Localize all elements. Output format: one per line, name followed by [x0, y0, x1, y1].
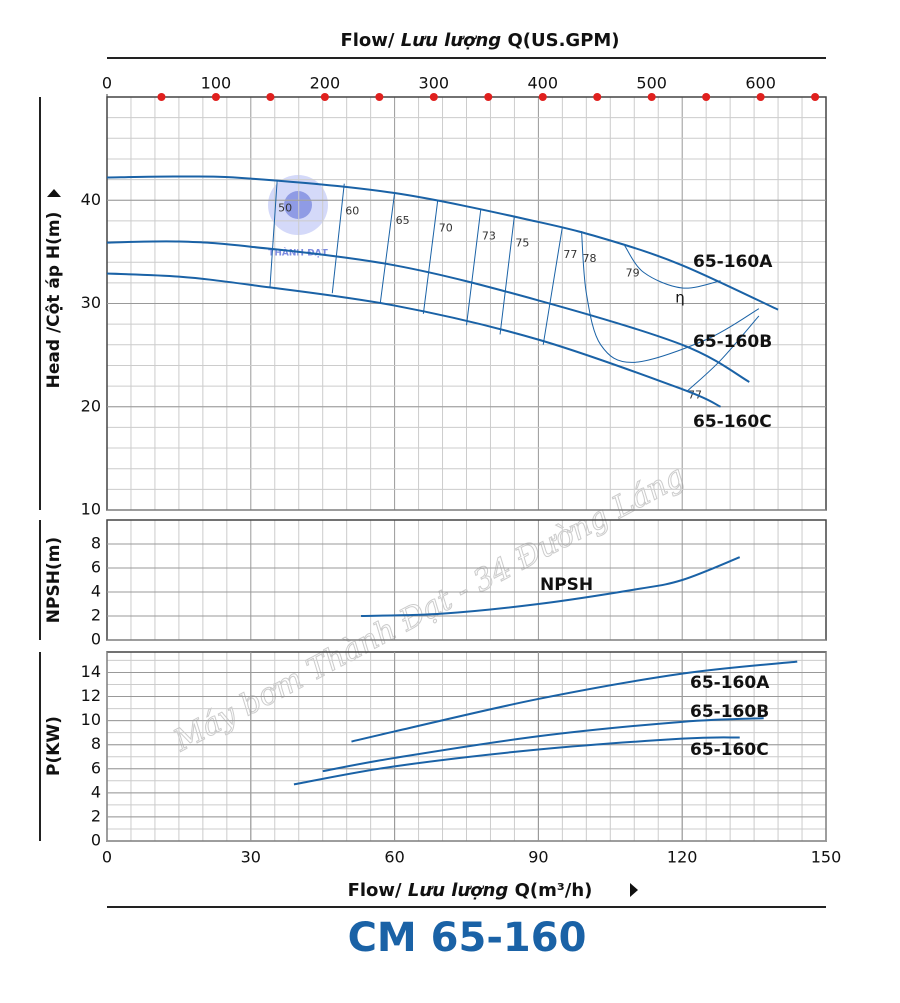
x2-minor-tick: [702, 93, 711, 101]
x2-tick-label: 600: [745, 74, 776, 93]
y-axis-label: P(KW): [44, 716, 64, 776]
x2-tick-label: 300: [419, 74, 450, 93]
y-tick-label: 2: [91, 806, 101, 825]
x2-minor-tick: [538, 93, 547, 101]
axis-label: Flow/ Lưu lượng Q(m³/h): [348, 880, 593, 901]
efficiency-label: 65: [396, 214, 410, 227]
x2-minor-tick: [647, 93, 656, 101]
annotation: η: [675, 289, 685, 307]
efficiency-label: 73: [482, 230, 496, 243]
x2-tick-label: 200: [310, 74, 341, 93]
curve: [106, 175, 779, 311]
curve: [322, 717, 764, 773]
series-label: 65-160B: [693, 332, 772, 352]
arrow: [630, 883, 638, 897]
x-tick-label: 90: [528, 848, 548, 867]
arrow: [47, 189, 61, 197]
y-axis-label: Head /Cột áp H(m): [44, 212, 64, 389]
y-axis-label: NPSH(m): [44, 537, 64, 623]
y-tick-label: 20: [81, 396, 101, 415]
y-tick-label: 12: [81, 686, 101, 705]
axis-label-part: Lưu lượng: [408, 880, 515, 901]
y-tick-label: 4: [91, 782, 101, 801]
efficiency-line: [542, 227, 563, 345]
x2-tick-label: 400: [527, 74, 558, 93]
page-title: CM 65-160: [348, 915, 587, 961]
y-tick-label: 10: [81, 500, 101, 519]
series-label: 65-160C: [690, 740, 769, 760]
x2-minor-tick: [429, 93, 438, 101]
axis-label: Flow/ Lưu lượng Q(US.GPM): [340, 30, 619, 51]
y-tick-label: 40: [81, 190, 101, 209]
efficiency-line: [422, 200, 439, 314]
watermark: Máy bơm Thành Đạt - 34 Đường Láng: [167, 459, 690, 759]
efficiency-label: 60: [345, 205, 359, 218]
efficiency-label: 78: [583, 252, 597, 265]
y-tick-label: 4: [91, 582, 101, 601]
efficiency-label: 75: [515, 237, 529, 250]
y-tick-label: 10: [81, 710, 101, 729]
curve: [106, 240, 750, 383]
efficiency-label: 79: [626, 267, 640, 280]
efficiency-label: 77: [563, 248, 577, 261]
axis-label-part: Q(US.GPM): [507, 30, 619, 51]
y-tick-label: 14: [81, 662, 101, 681]
x2-minor-tick: [157, 93, 166, 101]
series-label: 65-160A: [690, 673, 770, 693]
y-tick-label: 8: [91, 534, 101, 553]
curve: [106, 272, 721, 408]
curve: [293, 736, 740, 786]
axis-label-part: Flow/: [340, 30, 400, 51]
x2-tick-label: 0: [102, 74, 112, 93]
efficiency-line: [499, 215, 515, 335]
x2-minor-tick: [375, 93, 384, 101]
efficiency-line: [331, 183, 345, 294]
x-tick-label: 0: [102, 848, 112, 867]
efficiency-label: 50: [278, 202, 292, 215]
x2-tick-label: 500: [636, 74, 667, 93]
series-label: 65-160B: [690, 702, 769, 722]
x2-minor-tick: [593, 93, 602, 101]
y-tick-label: 0: [91, 630, 101, 649]
x2-tick-label: 100: [201, 74, 232, 93]
y-tick-label: 8: [91, 734, 101, 753]
y-tick-label: 30: [81, 293, 101, 312]
efficiency-line: [581, 231, 760, 363]
x2-minor-tick: [484, 93, 493, 101]
x2-minor-tick: [211, 93, 220, 101]
efficiency-line: [269, 180, 278, 288]
efficiency-label: 70: [439, 221, 453, 234]
x2-minor-tick: [266, 93, 275, 101]
x-tick-label: 120: [667, 848, 698, 867]
efficiency-line: [379, 192, 396, 304]
y-tick-label: 6: [91, 758, 101, 777]
series-label: 65-160A: [693, 252, 773, 272]
y-tick-label: 0: [91, 831, 101, 850]
series-label: 65-160C: [693, 412, 772, 432]
curve: [361, 556, 741, 617]
y-tick-label: 2: [91, 606, 101, 625]
x-tick-label: 150: [811, 848, 842, 867]
x2-minor-tick: [811, 93, 820, 101]
curve: [351, 660, 798, 743]
x-tick-label: 30: [241, 848, 261, 867]
logo: [284, 191, 312, 219]
series-label: NPSH: [540, 575, 593, 595]
x-tick-label: 60: [384, 848, 404, 867]
axis-label-part: Flow/: [348, 880, 408, 901]
axis-label-part: Lưu lượng: [401, 30, 508, 51]
x2-minor-tick: [320, 93, 329, 101]
efficiency-line: [624, 245, 721, 289]
axis-label-part: Q(m³/h): [515, 880, 593, 901]
x2-minor-tick: [756, 93, 765, 101]
efficiency-line: [466, 208, 482, 326]
efficiency-line: [686, 315, 760, 392]
y-tick-label: 6: [91, 558, 101, 577]
